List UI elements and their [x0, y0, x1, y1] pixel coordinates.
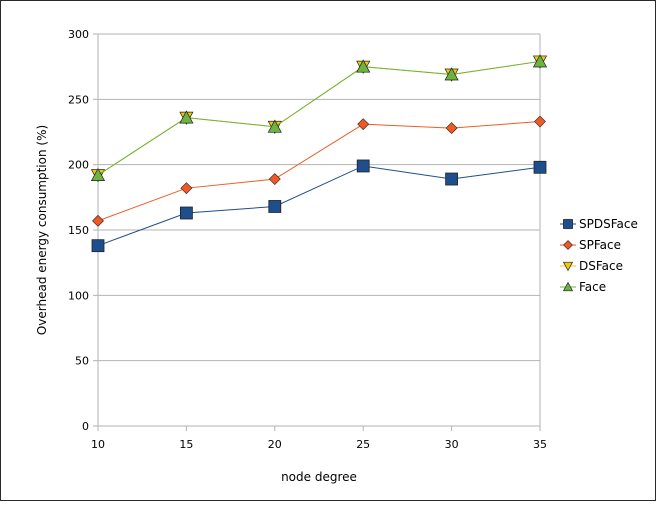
data-point: [267, 119, 282, 133]
data-point: [563, 240, 573, 250]
y-tick-label: 50: [75, 355, 89, 368]
legend-label: SPDSFace: [579, 217, 638, 231]
x-tick-label: 25: [356, 438, 370, 451]
data-point: [91, 239, 105, 253]
data-point: [179, 110, 194, 124]
series-line: [97, 121, 541, 222]
data-point: [444, 67, 459, 81]
legend-label: SPFace: [579, 238, 621, 252]
axes: [93, 33, 541, 431]
data-point: [90, 167, 106, 181]
data-point: [532, 54, 548, 68]
data-point: [357, 118, 370, 131]
data-point: [268, 200, 282, 213]
series-spdsface: [91, 159, 547, 253]
legend-item: DSFace: [560, 259, 623, 273]
x-tick-label: 35: [533, 438, 547, 451]
legend-label: Face: [579, 280, 606, 294]
data-point: [563, 219, 573, 229]
legend-item: Face: [560, 280, 606, 294]
y-tick-label: 250: [68, 93, 89, 106]
data-point: [534, 115, 546, 128]
legend-item: SPFace: [560, 238, 621, 252]
data-point: [562, 261, 574, 272]
x-tick-label: 30: [445, 438, 459, 451]
y-tick-label: 150: [68, 224, 89, 237]
y-tick-label: 300: [68, 28, 89, 41]
series-dsface: [90, 55, 548, 183]
x-axis-label: node degree: [281, 470, 357, 484]
y-tick-label: 100: [68, 289, 89, 302]
data-point: [92, 214, 104, 227]
series-line: [97, 60, 541, 176]
data-point: [179, 206, 193, 220]
x-tick-label: 10: [91, 438, 105, 451]
data-point: [268, 173, 281, 185]
y-axis-label: Overhead energy consumption (%): [35, 125, 49, 335]
x-tick-label: 20: [268, 438, 282, 451]
series-face: [90, 54, 548, 181]
legend-item: SPDSFace: [560, 217, 638, 231]
series-line: [97, 60, 541, 176]
series-spface: [92, 115, 546, 227]
legend-label: DSFace: [579, 259, 623, 273]
y-tick-label: 200: [68, 159, 89, 172]
x-tick-label: 15: [179, 438, 193, 451]
legend: SPDSFace SPFace DSFace Face: [560, 217, 638, 294]
series-layer: [90, 54, 548, 253]
data-point: [445, 172, 459, 186]
data-point: [445, 122, 458, 135]
data-point: [533, 160, 547, 174]
gridlines: [98, 33, 540, 427]
tick-labels: 0 50 100 150 200 250 300 10 15 20 25 30 35: [68, 28, 547, 451]
series-line: [97, 165, 541, 247]
data-point: [356, 159, 370, 173]
data-point: [180, 182, 193, 195]
data-point: [562, 281, 574, 292]
data-point: [356, 59, 371, 73]
y-tick-label: 0: [82, 420, 89, 433]
